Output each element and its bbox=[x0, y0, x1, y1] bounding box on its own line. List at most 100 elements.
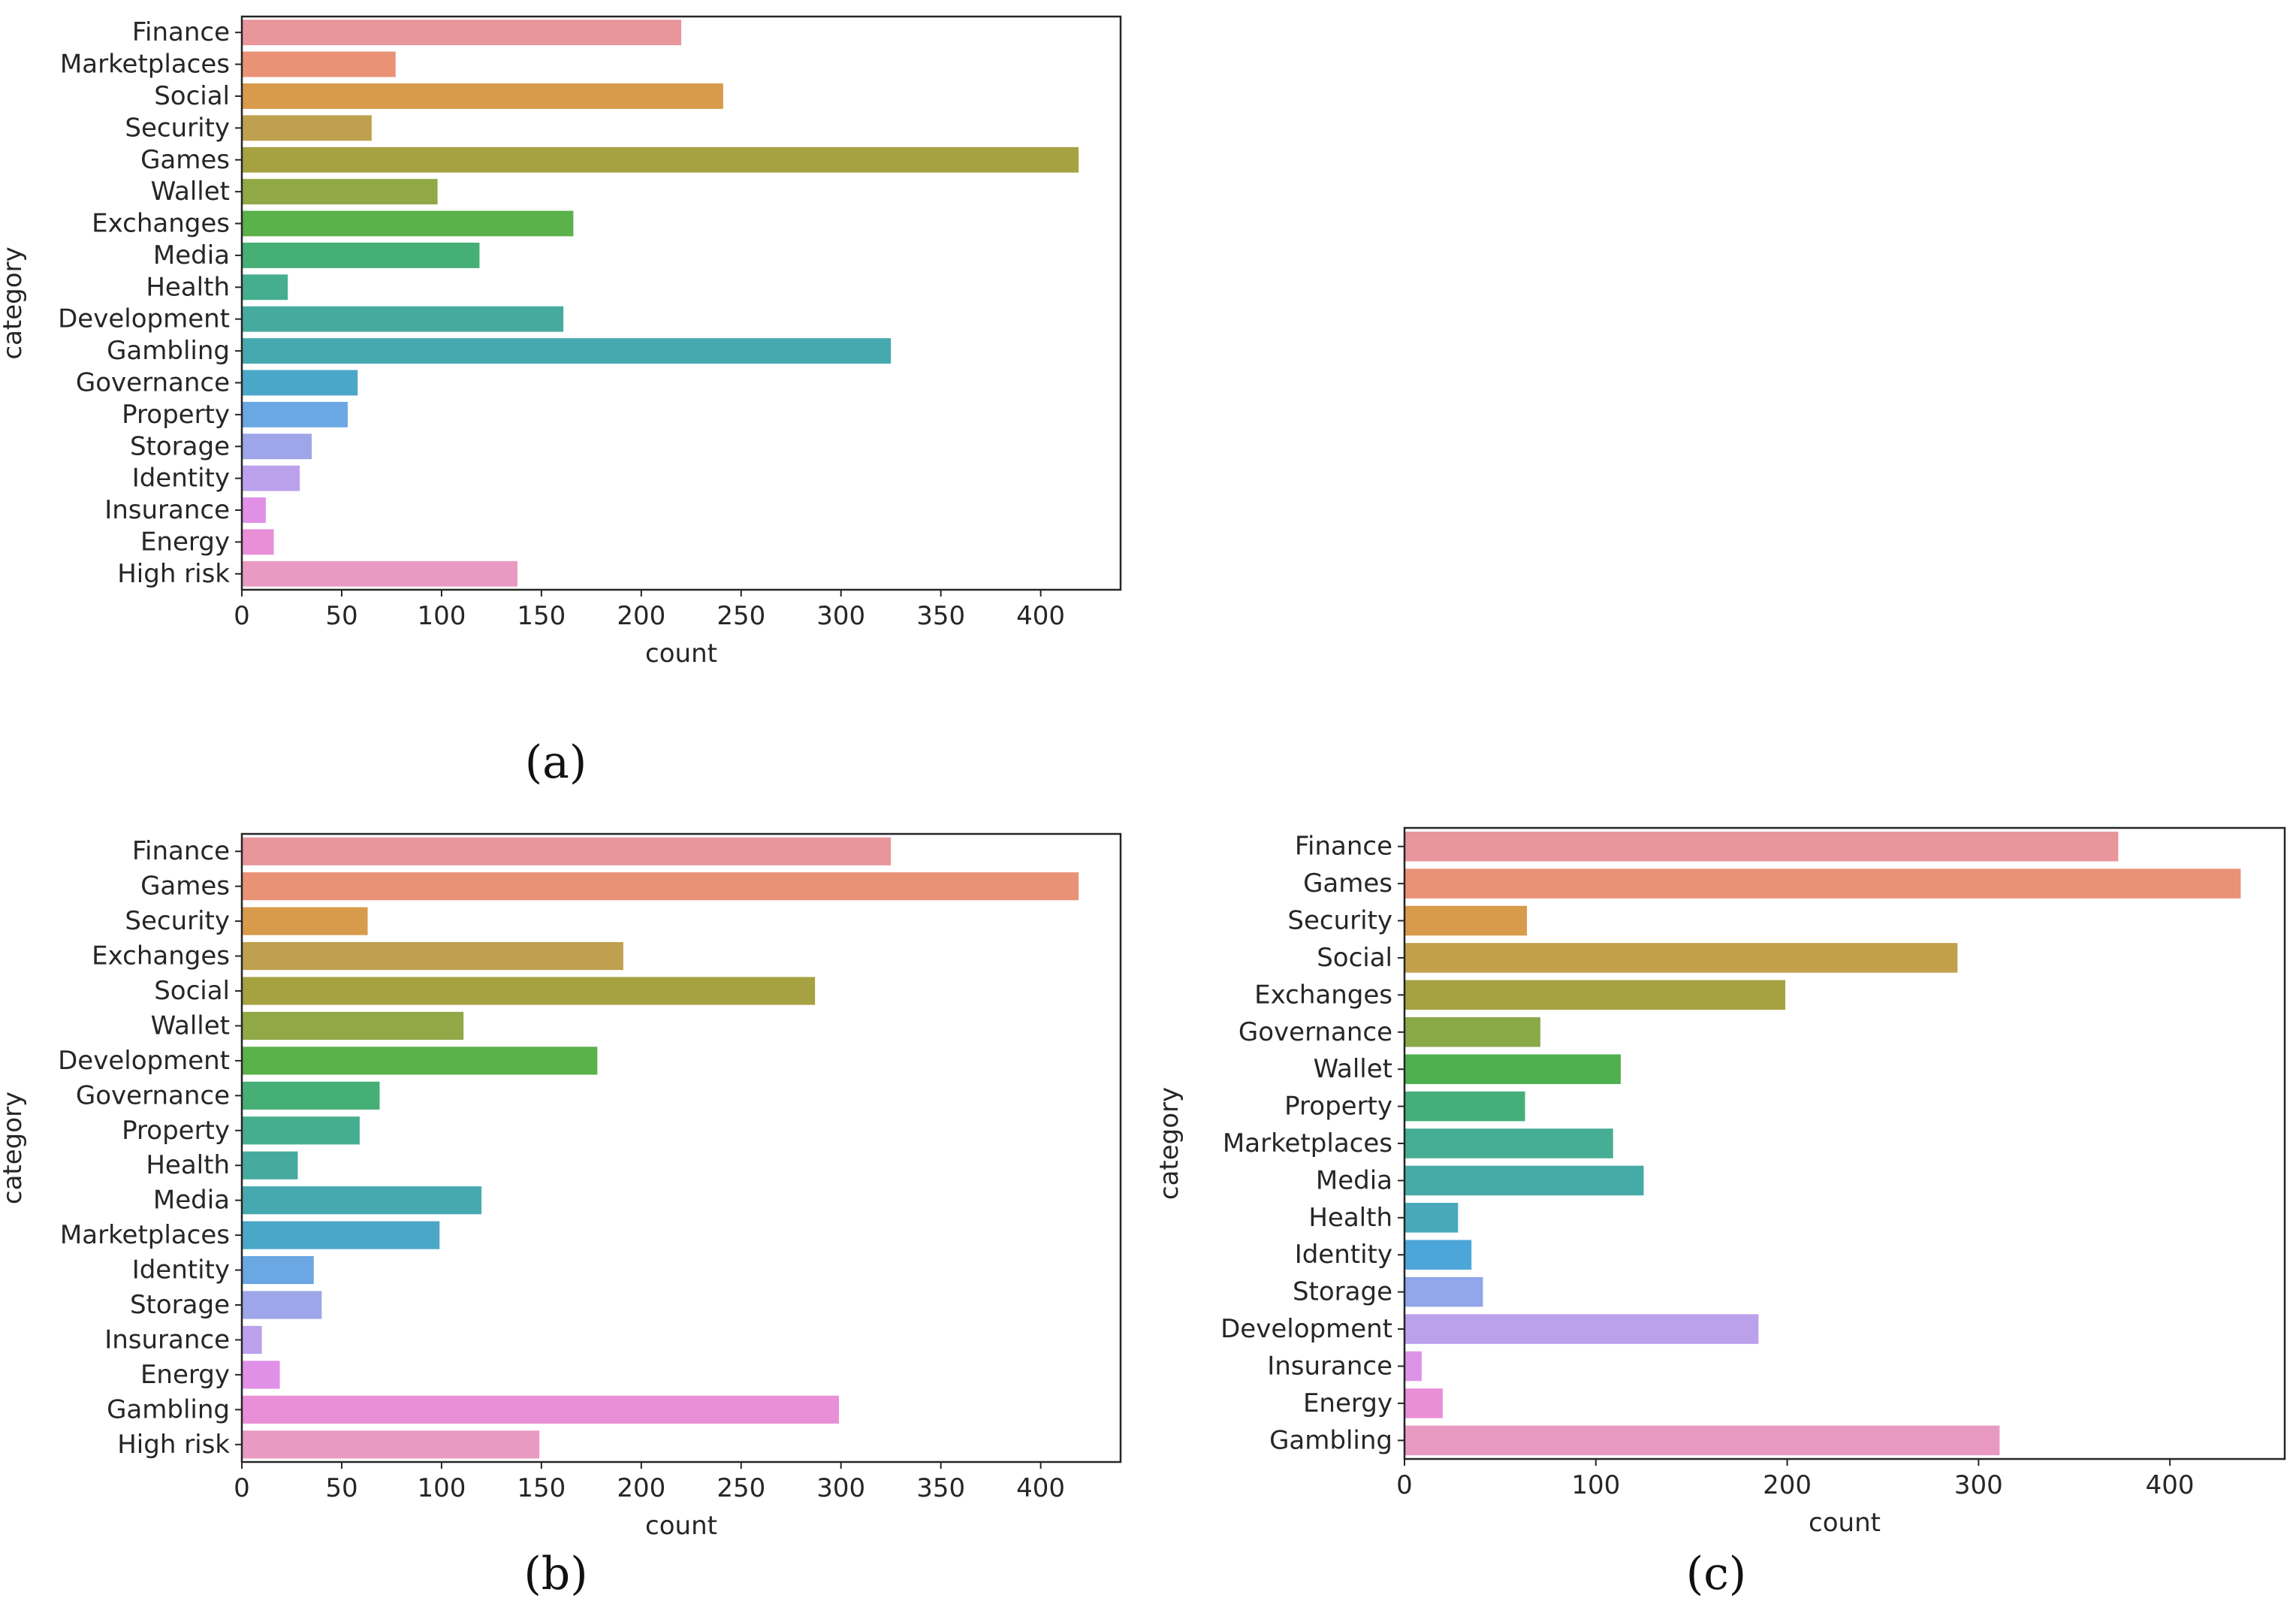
y-tick-label: Wallet bbox=[151, 177, 230, 207]
bar-exchanges bbox=[242, 941, 623, 971]
y-tick-label: Governance bbox=[1239, 1017, 1392, 1047]
caption-b: (b) bbox=[523, 1548, 588, 1600]
bar-storage bbox=[242, 1291, 322, 1319]
bar-finance bbox=[1404, 831, 2119, 862]
plot-frame bbox=[240, 15, 1122, 591]
bar-marketplaces bbox=[242, 1221, 440, 1249]
y-tick-label: Insurance bbox=[104, 495, 230, 525]
bar-storage bbox=[1404, 1276, 1483, 1307]
caption-c: (c) bbox=[1685, 1548, 1747, 1600]
x-axis-label: count bbox=[645, 1511, 717, 1541]
y-tick-label: Storage bbox=[1293, 1277, 1392, 1307]
bar-finance bbox=[242, 837, 892, 865]
bar-energy bbox=[242, 529, 274, 555]
bar-health bbox=[1404, 1203, 1459, 1233]
bar-security bbox=[242, 115, 372, 141]
x-tick-label: 200 bbox=[1763, 1470, 1812, 1500]
y-tick-label: Social bbox=[154, 976, 230, 1006]
caption-a: (a) bbox=[524, 736, 587, 789]
y-tick-label: Social bbox=[1317, 943, 1392, 973]
bar-security bbox=[1404, 905, 1528, 936]
y-tick-label: Identity bbox=[1295, 1240, 1392, 1270]
x-tick-label: 100 bbox=[417, 601, 466, 631]
y-tick-label: Governance bbox=[76, 367, 230, 397]
x-axis-label: count bbox=[645, 639, 717, 669]
bar-security bbox=[242, 907, 368, 935]
y-tick-label: Security bbox=[125, 906, 230, 936]
bar-identity bbox=[1404, 1240, 1472, 1270]
y-tick-label: Finance bbox=[1295, 832, 1392, 862]
y-tick-label: Media bbox=[1316, 1165, 1392, 1195]
y-tick-label: Energy bbox=[1303, 1388, 1392, 1418]
x-tick-label: 250 bbox=[717, 601, 765, 631]
bar-social bbox=[242, 977, 816, 1005]
y-tick-label: Insurance bbox=[1267, 1351, 1392, 1381]
bar-identity bbox=[242, 465, 300, 491]
chart-panel-a: FinanceMarketplacesSocialSecurityGamesWa… bbox=[0, 15, 1122, 669]
x-tick-label: 300 bbox=[1954, 1470, 2003, 1500]
bar-governance bbox=[242, 370, 358, 396]
y-tick-label: Gambling bbox=[1269, 1425, 1392, 1455]
y-tick-label: Games bbox=[140, 145, 230, 175]
bar-wallet bbox=[242, 179, 438, 205]
bar-social bbox=[242, 83, 723, 109]
y-tick-label: Games bbox=[140, 871, 230, 902]
y-tick-label: Marketplaces bbox=[1223, 1128, 1392, 1158]
y-tick-label: Identity bbox=[132, 1255, 230, 1285]
y-tick-label: Exchanges bbox=[1254, 980, 1392, 1010]
y-tick-label: Marketplaces bbox=[60, 1220, 230, 1250]
chart-panel-b: Finance Games Security Exchanges Social Walle… bbox=[0, 832, 1122, 1541]
y-tick-label: Finance bbox=[132, 836, 230, 866]
y-axis-label: category bbox=[0, 1092, 28, 1204]
y-tick-label: Social bbox=[154, 81, 230, 111]
bar-governance bbox=[242, 1081, 380, 1110]
x-tick-label: 100 bbox=[1571, 1470, 1620, 1500]
bar-identity bbox=[242, 1255, 314, 1285]
bar-wallet bbox=[242, 1011, 464, 1041]
y-tick-label: Development bbox=[58, 304, 230, 334]
y-tick-label: High risk bbox=[117, 559, 230, 589]
bar-marketplaces bbox=[1404, 1128, 1613, 1158]
y-tick-label: Health bbox=[146, 272, 230, 302]
y-tick-label: Marketplaces bbox=[60, 50, 230, 80]
x-tick-label: 100 bbox=[417, 1473, 466, 1503]
x-tick-label: 200 bbox=[617, 601, 665, 631]
y-tick-label: Wallet bbox=[151, 1010, 230, 1041]
bar-wallet bbox=[1404, 1054, 1621, 1084]
bar-games bbox=[242, 146, 1079, 173]
y-tick-label: Identity bbox=[132, 464, 230, 494]
x-tick-label: 400 bbox=[1016, 601, 1065, 631]
x-tick-label: 350 bbox=[916, 601, 965, 631]
y-tick-label: Storage bbox=[130, 431, 230, 461]
bar-energy bbox=[242, 1361, 280, 1389]
bar-development bbox=[1404, 1314, 1759, 1344]
y-tick-label: Energy bbox=[140, 527, 230, 557]
bar-exchanges bbox=[242, 210, 574, 237]
bar-exchanges bbox=[1404, 980, 1786, 1010]
bar-high-risk bbox=[242, 1430, 540, 1459]
bar-games bbox=[1404, 868, 2241, 899]
bar-games bbox=[242, 872, 1079, 901]
y-tick-label: Health bbox=[1308, 1203, 1392, 1233]
y-tick-label: Property bbox=[122, 400, 230, 430]
y-tick-label: Games bbox=[1303, 868, 1392, 899]
bar-gambling bbox=[242, 338, 892, 364]
bar-governance bbox=[1404, 1017, 1540, 1047]
bar-property bbox=[1404, 1091, 1525, 1122]
y-tick-label: Property bbox=[122, 1116, 230, 1146]
bar-insurance bbox=[242, 1325, 262, 1355]
bar-high-risk bbox=[242, 560, 517, 587]
y-tick-label: Security bbox=[125, 113, 230, 143]
y-tick-label: Property bbox=[1284, 1092, 1392, 1122]
bar-marketplaces bbox=[242, 51, 396, 77]
y-tick-label: Development bbox=[1220, 1314, 1392, 1344]
bar-insurance bbox=[242, 497, 266, 523]
x-tick-label: 50 bbox=[325, 1473, 358, 1503]
bar-finance bbox=[242, 20, 681, 46]
y-tick-label: Exchanges bbox=[92, 209, 230, 239]
bar-health bbox=[242, 1151, 298, 1180]
y-tick-label: Health bbox=[146, 1150, 230, 1180]
plot-frame bbox=[240, 832, 1122, 1463]
y-tick-label: Gambling bbox=[107, 1394, 230, 1424]
y-tick-label: Development bbox=[58, 1046, 230, 1076]
